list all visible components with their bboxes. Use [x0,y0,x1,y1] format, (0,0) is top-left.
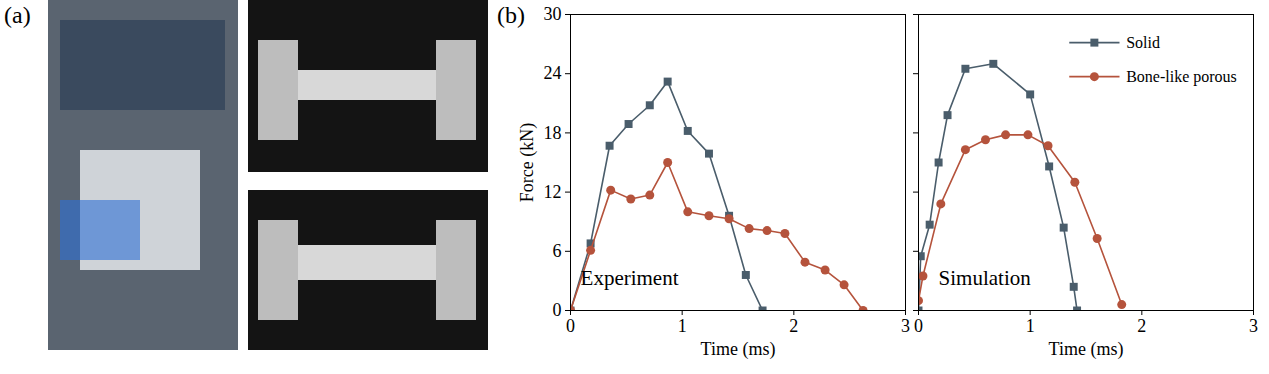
svg-text:Solid: Solid [1126,34,1160,51]
svg-text:Time (ms): Time (ms) [701,339,776,360]
svg-text:Force (kN): Force (kN) [517,123,538,202]
svg-text:3: 3 [1249,316,1258,336]
svg-text:0: 0 [914,316,923,336]
svg-text:2: 2 [789,316,798,336]
svg-text:Time (ms): Time (ms) [1049,339,1124,360]
svg-text:6: 6 [553,241,562,261]
svg-text:12: 12 [544,182,562,202]
svg-text:Bone-like porous: Bone-like porous [1126,68,1237,86]
svg-text:24: 24 [544,63,562,83]
svg-text:Simulation: Simulation [939,266,1032,290]
svg-text:1: 1 [1026,316,1035,336]
html-text:(b): (b) [497,2,525,28]
svg-text:1: 1 [678,316,687,336]
svg-text:0: 0 [553,300,562,320]
svg-text:18: 18 [544,123,562,143]
svg-text:30: 30 [544,4,562,24]
svg-text:0: 0 [566,316,575,336]
svg-text:2: 2 [1137,316,1146,336]
svg-text:Experiment: Experiment [581,266,679,290]
html-text:(a): (a) [4,2,31,28]
svg-text:3: 3 [901,316,910,336]
